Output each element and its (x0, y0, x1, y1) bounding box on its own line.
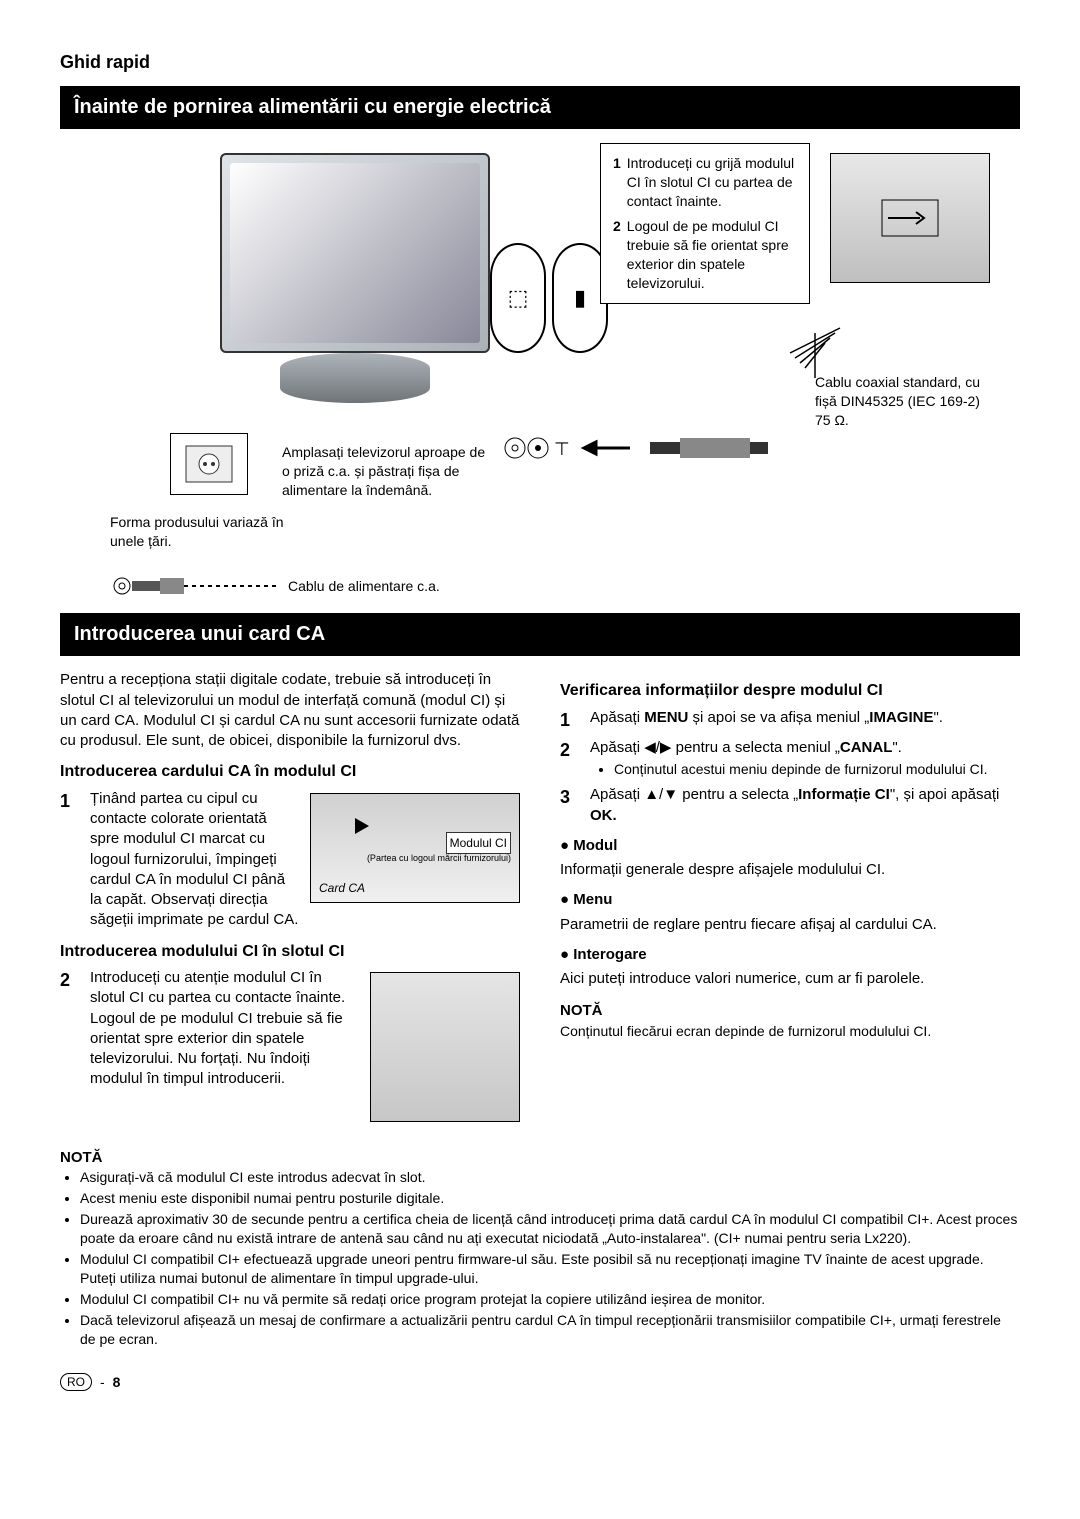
intro-paragraph: Pentru a recepționa stații digitale coda… (60, 670, 520, 751)
section-heading-power: Înainte de pornirea alimentării cu energ… (60, 86, 1020, 129)
step-text: Introduceți cu atenție modulul CI în slo… (90, 969, 345, 1087)
note-item: Modulul CI compatibil CI+ nu vă permite … (80, 1290, 1020, 1309)
step-number: 1 (613, 154, 621, 211)
tv-illustration (220, 153, 490, 353)
subheading-insert-ci: Introducerea modulului CI în slotul CI (60, 941, 520, 963)
coax-label: Cablu coaxial standard, cu fișă DIN45325… (815, 373, 980, 430)
notes-list: Asigurați-vă că modulul CI este introdus… (60, 1168, 1020, 1348)
right-column: Verificarea informațiilor despre modulul… (560, 670, 1020, 1136)
bullet-modul: Modul (560, 836, 1020, 856)
ci-slot-instructions: 1 Introduceți cu grijă modulul CI în slo… (600, 143, 810, 303)
step-text: Apăsați ▲/▼ pentru a selecta „Informație… (590, 785, 1020, 826)
section-heading-ca-card: Introducerea unui card CA (60, 613, 1020, 656)
bullet-text: Informații generale despre afișajele mod… (560, 860, 1020, 880)
step-number: 2 (613, 217, 621, 293)
outlet-illustration (170, 433, 248, 495)
bullet-text: Aici puteți introduce valori numerice, c… (560, 969, 1020, 989)
page-number: 8 (113, 1373, 121, 1392)
antenna-area: Cablu coaxial standard, cu fișă DIN45325… (660, 343, 980, 403)
step-text: Ținând partea cu cipul cu contacte color… (90, 790, 298, 929)
step-text: Apăsați MENU și apoi se va afișa meniul … (590, 708, 943, 732)
bullet-interogare: Interogare (560, 945, 1020, 965)
note-item: Dacă televizorul afișează un mesaj de co… (80, 1311, 1020, 1349)
ci-module-illustration: Modulul CI (Partea cu logoul mărcii furn… (310, 793, 520, 903)
step-number: 1 (60, 789, 80, 931)
step-number: 3 (560, 785, 580, 826)
bullet-menu: Menu (560, 890, 1020, 910)
placement-text: Amplasați televizorul aproape de o priză… (270, 433, 500, 510)
step-number: 2 (560, 738, 580, 779)
step-text: Apăsați ◀/▶ pentru a selecta meniul „CAN… (590, 738, 988, 779)
ac-cable-row: Cablu de alimentare c.a. (110, 573, 440, 599)
ac-cable-label: Cablu de alimentare c.a. (288, 577, 440, 596)
step-text: Introduceți cu grijă modulul CI în slotu… (627, 154, 797, 211)
ci-module-sublabel: (Partea cu logoul mărcii furnizorului) (367, 852, 511, 864)
sub-bullet: Conținutul acestui meniu depinde de furn… (614, 760, 988, 779)
power-diagram: ⬚ ▮ 1 Introduceți cu grijă modulul CI în… (60, 143, 1020, 603)
step-text: Logoul de pe modulul CI trebuie să fie o… (627, 217, 797, 293)
guide-label: Ghid rapid (60, 50, 1020, 74)
notes-label: NOTĂ (60, 1148, 1020, 1168)
callout-circles: ⬚ ▮ (490, 243, 608, 353)
page-footer: RO - 8 (60, 1373, 1020, 1392)
tv-stand (280, 353, 430, 403)
svg-text:⊤: ⊤ (554, 439, 570, 459)
note-item: Asigurați-vă că modulul CI este introdus… (80, 1168, 1020, 1187)
bullet-text: Parametrii de reglare pentru fiecare afi… (560, 915, 1020, 935)
ci-slot-illustration (830, 153, 990, 283)
shape-note: Forma produsului variază în unele țări. (110, 513, 310, 551)
note-item: Modulul CI compatibil CI+ efectuează upg… (80, 1250, 1020, 1288)
subheading-verify-ci: Verificarea informațiilor despre modulul… (560, 680, 1020, 702)
note-item: Durează aproximativ 30 de secunde pentru… (80, 1210, 1020, 1248)
step-number: 1 (560, 708, 580, 732)
left-column: Pentru a recepționa stații digitale coda… (60, 670, 520, 1136)
step-number: 2 (60, 968, 80, 1130)
connector-row: ⊤ (500, 433, 980, 463)
ci-module-label: Modulul CI (446, 832, 511, 854)
ca-card-label: Card CA (319, 880, 365, 896)
note-text: Conținutul fiecărui ecran depinde de fur… (560, 1022, 1020, 1041)
region-badge: RO (60, 1373, 92, 1391)
ci-slot-illustration-2 (370, 972, 520, 1122)
note-item: Acest meniu este disponibil numai pentru… (80, 1189, 1020, 1208)
subheading-insert-ca: Introducerea cardului CA în modulul CI (60, 761, 520, 783)
note-label: NOTĂ (560, 1001, 1020, 1021)
